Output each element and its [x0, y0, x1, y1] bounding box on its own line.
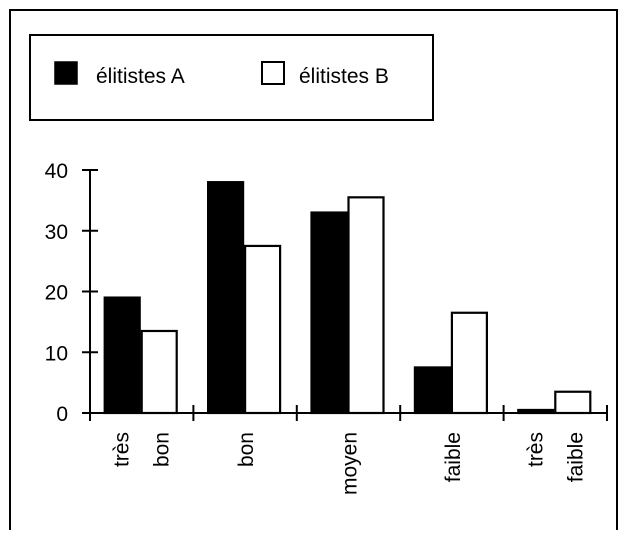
x-tick-label: très [111, 432, 134, 467]
legend-swatch-series-a [54, 61, 78, 85]
bar-series-b [244, 244, 282, 415]
y-ticks: 0 10 20 30 40 [45, 160, 98, 426]
legend-swatch-series-b [261, 61, 285, 85]
chart-border [9, 9, 618, 530]
bar-series-a [103, 296, 141, 415]
y-tick-label: 0 [56, 403, 68, 426]
legend-label-series-b: élitistes B [299, 65, 389, 88]
bar-series-a [517, 408, 555, 415]
x-tick-label: moyen [339, 432, 362, 495]
y-tick-label: 20 [45, 282, 68, 305]
bar-series-b [450, 311, 488, 415]
x-tick-label: très [524, 432, 547, 467]
y-tick-label: 40 [45, 160, 68, 183]
bar-series-b [554, 390, 592, 415]
x-tick-label: faible [442, 432, 465, 482]
x-tick-label: bon [235, 432, 258, 467]
y-tick-label: 30 [45, 221, 68, 244]
bar-series-a [413, 366, 451, 415]
bar-series-a [207, 181, 245, 415]
legend-label-series-a: élitistes A [96, 65, 185, 88]
legend-box [29, 34, 434, 121]
x-tick-label: faible [564, 432, 587, 482]
x-tick-labels: très bon bon moyen faible très faible [111, 432, 588, 495]
bars [103, 181, 592, 415]
legend: élitistes A élitistes B [29, 34, 434, 121]
x-tick-label: bon [151, 432, 174, 467]
bar-series-a [310, 211, 348, 415]
x-ticks [89, 405, 608, 421]
bar-series-b [347, 196, 385, 415]
y-tick-label: 10 [45, 342, 68, 365]
bar-series-b [140, 329, 178, 415]
